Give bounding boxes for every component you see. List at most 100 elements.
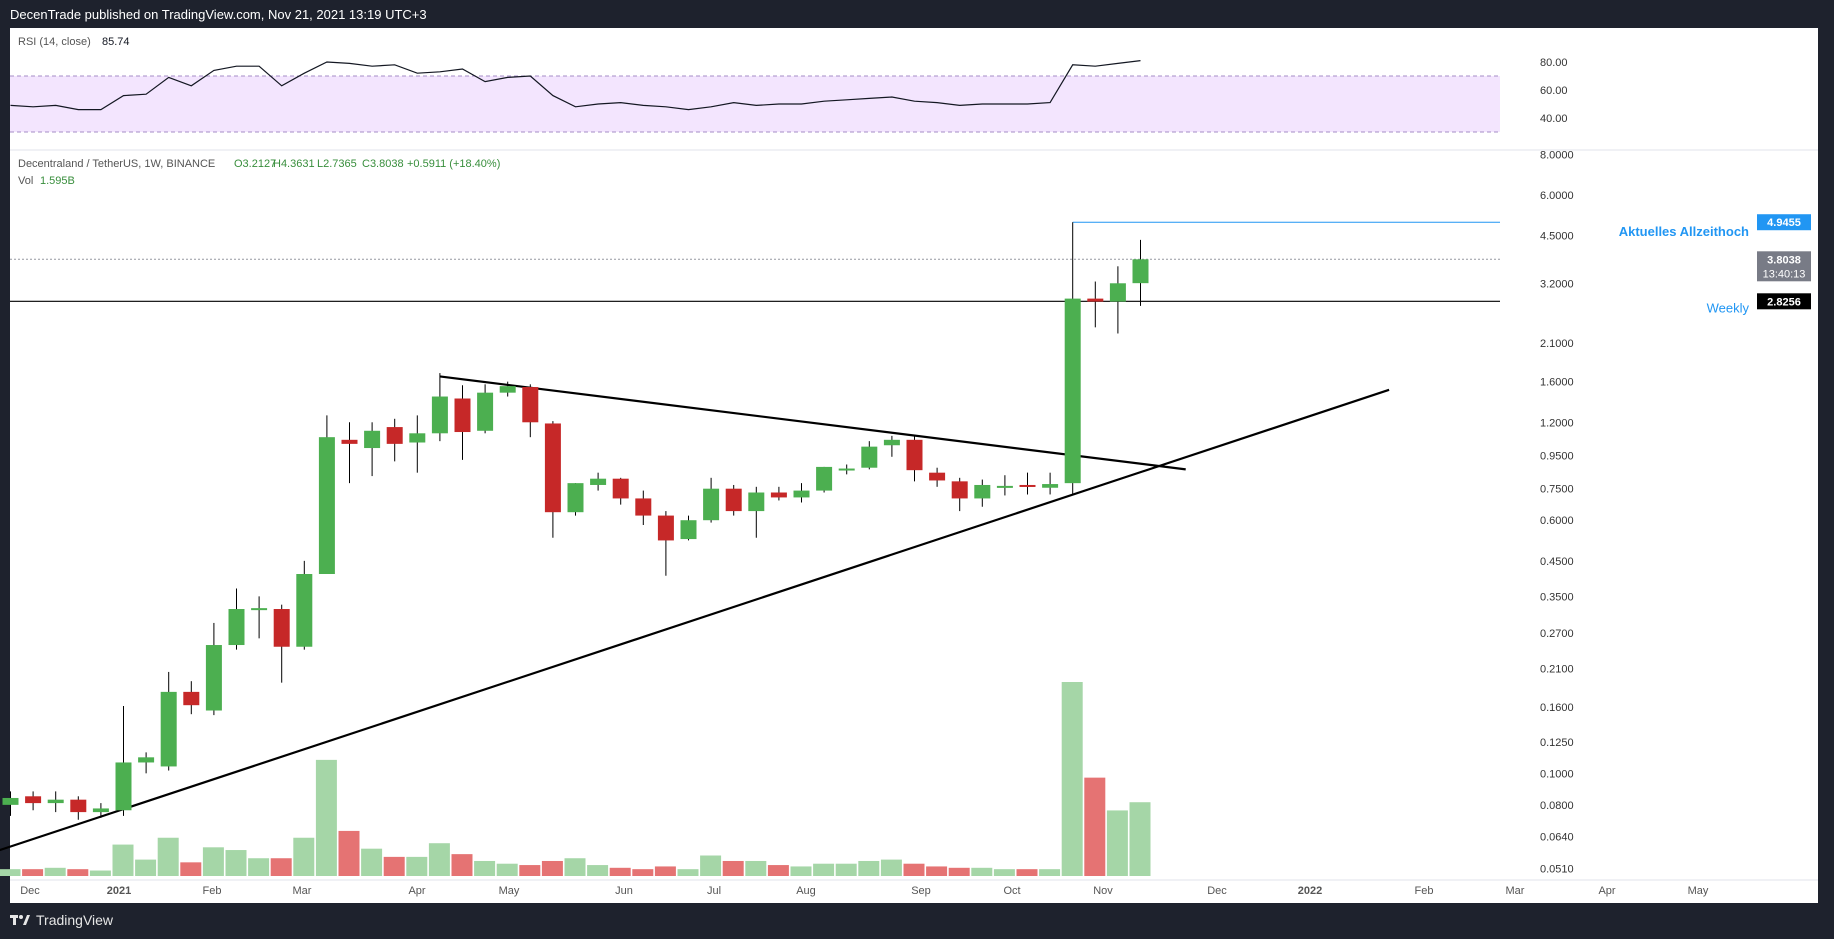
- candle-up: [1132, 259, 1149, 284]
- volume-bar: [315, 759, 337, 876]
- time-tick-label: Nov: [1093, 885, 1113, 897]
- last-price-tag-label: 3.8038: [1767, 254, 1801, 266]
- candle-down: [635, 498, 652, 516]
- volume-bar: [157, 837, 179, 876]
- time-tick-label: Aug: [796, 885, 816, 897]
- price-tick-label: 2.1000: [1540, 338, 1574, 350]
- volume-bar: [248, 858, 270, 876]
- price-tick-label: 0.2100: [1540, 664, 1574, 676]
- candle-up: [883, 439, 900, 446]
- time-tick-label: 2021: [107, 885, 131, 897]
- time-tick-label: Mar: [1506, 885, 1525, 897]
- candle-down: [1019, 484, 1036, 487]
- volume-bar: [135, 859, 157, 876]
- candle-down: [770, 492, 787, 498]
- candle-up: [793, 490, 810, 498]
- volume-bar: [270, 858, 292, 876]
- volume-bar: [609, 867, 631, 876]
- tradingview-footer[interactable]: TradingView: [10, 912, 113, 928]
- volume-bar: [202, 847, 224, 876]
- candle-up: [296, 574, 313, 647]
- weekly-price-tag-label: 2.8256: [1767, 296, 1801, 308]
- volume-bar: [225, 850, 247, 876]
- volume-bar: [180, 862, 202, 876]
- volume-bar: [1084, 777, 1106, 876]
- rsi-label: RSI (14, close): [18, 36, 91, 48]
- price-tick-label: 0.2700: [1540, 628, 1574, 640]
- candle-down: [544, 423, 561, 513]
- candle-up: [92, 808, 109, 813]
- volume-bar: [813, 863, 835, 876]
- candle-up: [499, 386, 516, 393]
- time-tick-label: Apr: [1598, 885, 1615, 897]
- price-tick-label: 8.0000: [1540, 149, 1574, 161]
- candle-down: [1087, 298, 1104, 302]
- rsi-line: [10, 60, 1141, 111]
- time-tick-label: Jul: [707, 885, 721, 897]
- candle-up: [409, 433, 426, 443]
- ath-annotation: Aktuelles Allzeithoch: [1619, 224, 1749, 239]
- time-tick-label: May: [1688, 885, 1709, 897]
- volume-bar: [903, 863, 925, 876]
- volume-bar: [677, 869, 699, 876]
- candle-up: [1064, 298, 1081, 484]
- candle-up: [251, 608, 268, 611]
- volume-bar: [112, 844, 134, 876]
- price-tick-label: 0.3500: [1540, 591, 1574, 603]
- candle-down: [612, 478, 629, 499]
- candle-down: [25, 796, 42, 804]
- time-tick-label: Sep: [911, 885, 931, 897]
- candle-up: [205, 645, 222, 711]
- volume-bar: [993, 869, 1015, 876]
- volume-bar: [44, 867, 66, 876]
- candle-up: [431, 396, 448, 434]
- price-tick-label: 6.0000: [1540, 190, 1574, 202]
- volume-bar: [428, 843, 450, 876]
- candle-up: [838, 468, 855, 471]
- volume-bar: [880, 859, 902, 876]
- candle-up: [2, 797, 19, 805]
- candle-up: [974, 484, 991, 499]
- candle-up: [996, 485, 1013, 488]
- bar-countdown-label: 13:40:13: [1763, 268, 1806, 280]
- price-tick-label: 0.4500: [1540, 556, 1574, 568]
- volume-bar: [89, 870, 111, 876]
- volume-bar: [1039, 869, 1061, 876]
- price-tick-label: 0.6000: [1540, 515, 1574, 527]
- price-tick-label: 0.9500: [1540, 450, 1574, 462]
- tradingview-logo-icon: [10, 915, 30, 925]
- volume-bar: [338, 830, 360, 876]
- rsi-band: [10, 76, 1500, 132]
- volume-bar: [745, 860, 767, 876]
- rsi-tick-label: 80.00: [1540, 57, 1568, 69]
- time-tick-label: Jun: [615, 885, 633, 897]
- trendline-upper: [439, 375, 1186, 471]
- time-tick-label: Dec: [1207, 885, 1227, 897]
- volume-bar: [22, 869, 44, 876]
- volume-bar: [0, 869, 21, 876]
- volume-bar: [496, 863, 518, 876]
- price-scale-background: [1500, 28, 1834, 903]
- volume-bar: [519, 865, 541, 876]
- candle-up: [318, 437, 335, 575]
- ohlc-l: L2.7365: [317, 158, 357, 170]
- volume-bar: [541, 860, 563, 876]
- candle-down: [906, 439, 923, 471]
- volume-bar: [722, 860, 744, 876]
- candle-down: [70, 799, 87, 813]
- candle-down: [183, 691, 200, 706]
- weekly-price-tag: [1757, 293, 1811, 310]
- volume-label: Vol: [18, 175, 33, 187]
- volume-bar: [67, 869, 89, 876]
- candle-down: [657, 515, 674, 541]
- price-tick-label: 0.1600: [1540, 702, 1574, 714]
- volume-bar: [835, 863, 857, 876]
- volume-bar: [790, 866, 812, 876]
- volume-bar: [406, 856, 428, 876]
- volume-bar: [564, 858, 586, 876]
- volume-bar: [361, 848, 383, 876]
- volume-bar: [971, 867, 993, 876]
- candle-up: [590, 478, 607, 485]
- candle-down: [929, 472, 946, 481]
